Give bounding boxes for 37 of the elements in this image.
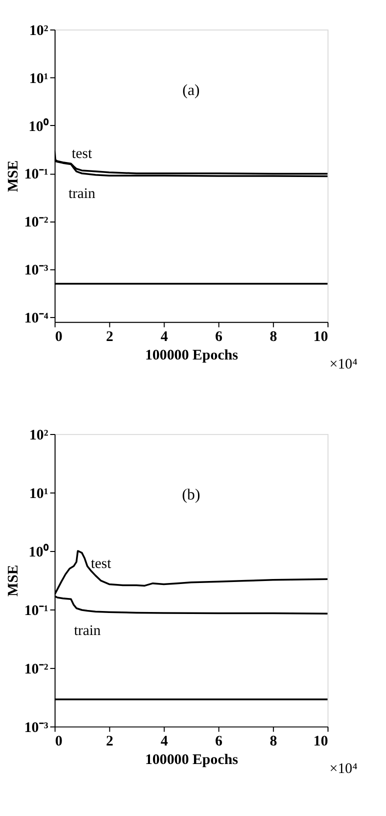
y-tick-label: 10⁻⁴	[24, 310, 49, 327]
series-label: train	[74, 623, 102, 640]
x-tick-label: 4	[160, 328, 169, 345]
y-axis-title: MSE	[6, 160, 22, 192]
y-tick-label: 10⁻³	[24, 262, 49, 279]
y-tick-label: 10¹	[29, 70, 48, 87]
y-tick-label: 10⁻²	[24, 214, 49, 231]
series-label: test	[90, 556, 112, 572]
y-tick-label: 10²	[29, 22, 49, 39]
y-tick-label: 10⁻¹	[24, 602, 48, 619]
x-axis-title: 100000 Epochs	[145, 752, 238, 768]
y-tick-label: 10⁻²	[24, 661, 49, 678]
x-tick-label: 8	[270, 328, 278, 345]
y-axis-title: MSE	[6, 564, 22, 597]
y-tick-label: 10²	[29, 427, 49, 444]
x-tick-label: 10	[313, 733, 328, 750]
text: ×10⁴	[329, 761, 358, 778]
y-tick-label: 10⁻¹	[24, 166, 48, 183]
annotation: (b)	[182, 486, 200, 504]
x-tick-label: 2	[106, 328, 114, 345]
y-tick-label: 10⁰	[28, 118, 50, 135]
annotation: (a)	[182, 82, 200, 99]
x-tick-label: 2	[106, 733, 114, 750]
x-tick-label: 6	[215, 733, 222, 750]
text: ×10⁴	[329, 356, 358, 373]
x-tick-label: 0	[55, 328, 62, 345]
x-tick-label: 8	[270, 733, 278, 750]
x-tick-label: 10	[313, 328, 328, 345]
x-axis-title: 100000 Epochs	[145, 347, 238, 364]
y-tick-label: 10¹	[29, 486, 48, 502]
series-label: test	[72, 146, 92, 162]
y-tick-label: 10⁻³	[24, 720, 49, 736]
series-label: train	[68, 186, 96, 202]
x-tick-label: 4	[160, 733, 169, 750]
x-tick-label: 6	[215, 328, 222, 345]
y-tick-label: 10⁰	[28, 543, 50, 560]
x-tick-label: 0	[55, 733, 62, 750]
